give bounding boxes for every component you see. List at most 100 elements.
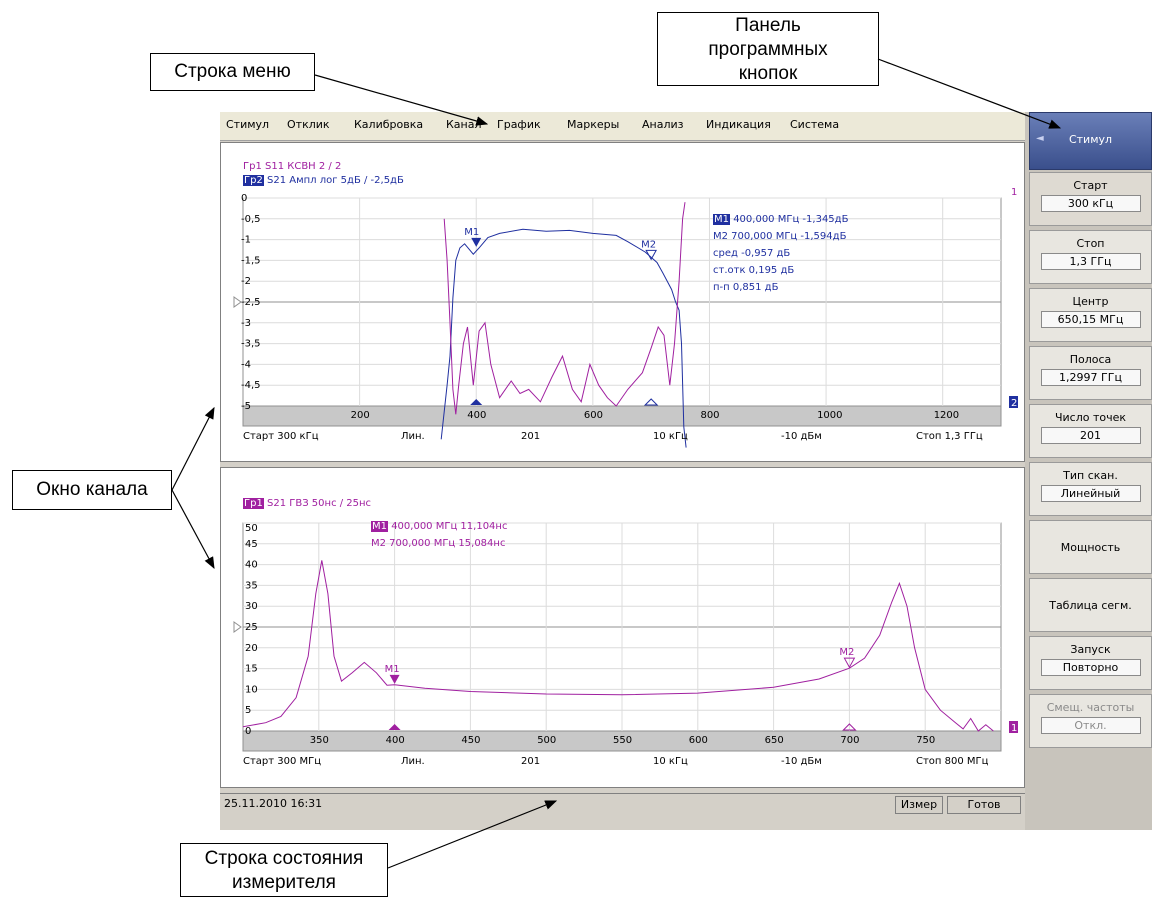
analyzer-window: Стимул Отклик Калибровка Канал График Ма… (220, 112, 1152, 830)
y-tick-label: -4,5 (241, 380, 261, 391)
footer-label: 10 кГц (653, 756, 688, 767)
readout-bottom-m1-tag: M1 (371, 521, 388, 532)
bottom-trace-label: Гр1 S21 ГВЗ 50нс / 25нс (243, 498, 371, 509)
readout-std: ст.отк 0,195 дБ (713, 265, 795, 276)
readout-m1: M1 400,000 МГц -1,345дБ (713, 211, 848, 228)
marker-m1-stimulus-icon (470, 399, 483, 405)
reference-triangle-icon (233, 621, 242, 633)
footer-label: 10 кГц (653, 431, 688, 442)
marker-readout-bottom: M1 400,000 МГц 11,104нс M2 700,000 МГц 1… (371, 518, 507, 552)
marker-m2-label: M2 (641, 239, 656, 250)
x-tick-label: 550 (613, 735, 632, 746)
softkey-header[interactable]: ◄ Стимул (1029, 112, 1152, 170)
back-arrow-icon[interactable]: ◄ (1036, 133, 1044, 144)
chart-top-traces (440, 202, 687, 448)
marker-m2-stimulus-icon (842, 723, 857, 731)
softkey-2[interactable]: Центр 650,15 МГц (1029, 288, 1152, 342)
y-tick-label: -2 (241, 276, 251, 287)
footer-label: -10 дБм (781, 431, 822, 442)
menu-channel[interactable]: Канал (446, 118, 482, 131)
footer-label: Стоп 1,3 ГГц (916, 431, 983, 442)
softkey-9[interactable]: Смещ. частоты Откл. (1029, 694, 1152, 748)
softkey-title: Стоп (1076, 237, 1105, 250)
scale-marker-2-box (1009, 396, 1018, 408)
menu-markers[interactable]: Маркеры (567, 118, 620, 131)
softkey-6[interactable]: Мощность (1029, 520, 1152, 574)
softkey-value: 1,3 ГГц (1040, 253, 1141, 270)
callout-softkeys: Панель программных кнопок (657, 12, 879, 86)
softkey-title: Полоса (1069, 353, 1112, 366)
y-tick-label: 50 (245, 523, 258, 534)
trace-s21 (440, 228, 687, 448)
y-tick-label: 0 (241, 193, 247, 204)
y-tick-label: -3,5 (241, 339, 261, 350)
marker-m1-label: M1 (385, 664, 400, 675)
marker-m1-icon (471, 237, 482, 247)
softkey-value: Линейный (1040, 485, 1141, 502)
chart-bottom-traces (242, 560, 994, 732)
callout-channel: Окно канала (12, 470, 172, 510)
scale-marker-1: 1 (1011, 187, 1017, 198)
trace2-format: S21 Ампл лог 5дБ / -2,5дБ (267, 175, 404, 186)
menu-calibration[interactable]: Калибровка (354, 118, 424, 131)
x-tick-label: 500 (537, 735, 556, 746)
softkey-title: Центр (1072, 295, 1109, 308)
arrow-channel-bottom (171, 489, 215, 570)
y-tick-label: 5 (245, 705, 251, 716)
softkey-8[interactable]: Запуск Повторно (1029, 636, 1152, 690)
softkey-title: Мощность (1060, 541, 1121, 554)
softkey-3[interactable]: Полоса 1,2997 ГГц (1029, 346, 1152, 400)
softkey-header-title: Стимул (1068, 133, 1113, 146)
y-tick-label: -2,5 (241, 297, 261, 308)
x-tick-label: 400 (386, 735, 405, 746)
softkey-4[interactable]: Число точек 201 (1029, 404, 1152, 458)
callout-status: Строка состояния измерителя (180, 843, 388, 897)
plot-area (242, 197, 1002, 427)
readout-mean: сред -0,957 дБ (713, 248, 791, 259)
softkey-5[interactable]: Тип скан. Линейный (1029, 462, 1152, 516)
softkey-title: Старт (1073, 179, 1108, 192)
x-axis-strip (242, 405, 1002, 427)
x-tick-label: 1000 (817, 410, 842, 421)
menu-response[interactable]: Отклик (287, 118, 330, 131)
x-tick-label: 750 (916, 735, 935, 746)
menu-indication[interactable]: Индикация (706, 118, 771, 131)
readout-bottom-m1: M1 400,000 МГц 11,104нс (371, 518, 507, 535)
marker-readout-top: M1 400,000 МГц -1,345дБ M2 700,000 МГц -… (713, 211, 848, 296)
y-tick-label: 25 (245, 622, 258, 633)
trace-gd (242, 560, 994, 732)
x-tick-label: 700 (840, 735, 859, 746)
chart-top[interactable]: 0 -0,5 -1 -1,5 -2 -2,5 -3 -3,5 -4 -4,5 -5 200 400 600… (221, 143, 1024, 461)
trace2-label: Гр2 S21 Ампл лог 5дБ / -2,5дБ (243, 175, 404, 186)
menu-display[interactable]: График (497, 118, 541, 131)
softkey-0[interactable]: Старт 300 кГц (1029, 172, 1152, 226)
channel-panel-bottom[interactable]: Гр1 S21 ГВЗ 50нс / 25нс 50 45 40 35 30 25 20 15… (220, 467, 1025, 788)
softkey-title: Запуск (1070, 643, 1111, 656)
x-tick-label: 800 (700, 410, 719, 421)
softkey-1[interactable]: Стоп 1,3 ГГц (1029, 230, 1152, 284)
trace-s11 (443, 202, 686, 415)
status-bar: 25.11.2010 16:31 Измер Готов (220, 793, 1025, 816)
marker-m2-icon (843, 657, 856, 669)
y-tick-label: -1 (241, 235, 251, 246)
softkey-value: Повторно (1040, 659, 1141, 676)
readout-m1-value: 400,000 МГц -1,345дБ (733, 214, 849, 225)
x-tick-label: 200 (351, 410, 370, 421)
status-datetime: 25.11.2010 16:31 (220, 796, 322, 814)
menu-analysis[interactable]: Анализ (642, 118, 684, 131)
y-tick-label: 0 (245, 726, 251, 737)
softkey-7[interactable]: Таблица сегм. (1029, 578, 1152, 632)
y-tick-label: 20 (245, 643, 258, 654)
callout-softkeys-line3: кнопок (738, 63, 798, 84)
menu-stimulus[interactable]: Стимул (226, 118, 270, 131)
channel-panel-top[interactable]: Гр1 S11 КСВН 2 / 2 Гр2 S21 Ампл лог 5дБ … (220, 142, 1025, 462)
scale-marker-1-box (1009, 721, 1018, 733)
menu-system[interactable]: Система (790, 118, 840, 131)
y-tick-label: -1,5 (241, 255, 261, 266)
y-tick-label: 35 (245, 580, 258, 591)
footer-label: Лин. (401, 756, 425, 767)
y-tick-label: 30 (245, 601, 258, 612)
marker-m1-label: M1 (464, 227, 479, 238)
